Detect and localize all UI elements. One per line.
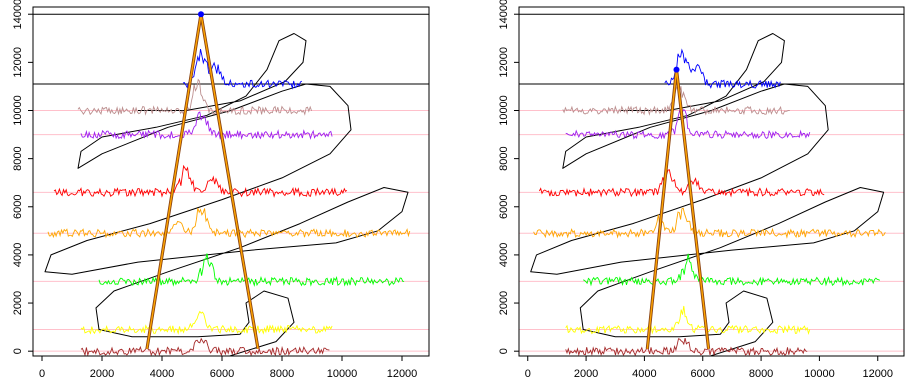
spectrum-trace — [77, 78, 313, 116]
x-tick-label: 2000 — [90, 368, 114, 380]
y-tick-label: 12000 — [498, 47, 510, 78]
x-tick-label: 4000 — [150, 368, 174, 380]
y-tick-label: 8000 — [498, 146, 510, 170]
spectrum-trace — [565, 337, 808, 356]
spectrum-trace — [53, 164, 348, 198]
x-tick-label: 6000 — [691, 368, 715, 380]
apex-point — [198, 11, 204, 18]
spiral-path — [530, 33, 885, 356]
x-tick-label: 10000 — [327, 368, 358, 380]
y-tick-label: 10000 — [12, 95, 24, 126]
x-tick-label: 12000 — [862, 368, 893, 380]
y-tick-label: 14000 — [498, 0, 510, 30]
x-tick-label: 6000 — [210, 368, 234, 380]
right-plot-panel: 0 2000 4000 6000 8000 10000 12000 0 2000 4000 6000… — [498, 0, 905, 380]
x-tick-label: 0 — [525, 368, 531, 380]
triangle-highlight — [146, 14, 259, 349]
spectrum-trace — [80, 337, 330, 356]
x-tick-label: 4000 — [632, 368, 656, 380]
x-tick-label: 8000 — [270, 368, 294, 380]
spectrum-trace — [565, 305, 811, 336]
plot-area — [519, 13, 904, 356]
plot-frame — [518, 6, 905, 357]
spectrum-trace — [80, 111, 333, 141]
y-tick-label: 0 — [498, 348, 510, 354]
spectrum-trace — [562, 85, 790, 116]
spectrum-trace — [583, 253, 880, 287]
triangle-outline — [145, 13, 260, 350]
x-tick-label: 2000 — [574, 368, 598, 380]
y-tick-label: 10000 — [498, 95, 510, 126]
x-tick-label: 10000 — [804, 368, 835, 380]
plot-area — [33, 11, 429, 356]
spiral-path — [44, 33, 409, 356]
x-tick-label: 8000 — [749, 368, 773, 380]
plot-frame — [32, 6, 430, 357]
spectrum-trace — [539, 169, 825, 198]
spectrum-trace — [47, 207, 411, 239]
y-tick-label: 12000 — [12, 47, 24, 78]
left-plot-panel: 0 2000 4000 6000 8000 10000 12000 0 2000 4000 6000… — [12, 0, 430, 380]
spectrum-trace — [565, 108, 811, 140]
x-tick-label: 0 — [39, 368, 45, 380]
y-tick-label: 4000 — [12, 243, 24, 267]
spectrum-trace — [98, 253, 405, 287]
y-tick-label: 2000 — [498, 291, 510, 315]
y-tick-label: 0 — [12, 348, 24, 354]
spectrum-trace — [533, 207, 886, 239]
spectrum-trace — [182, 49, 303, 90]
y-tick-label: 6000 — [498, 195, 510, 219]
y-tick-label: 14000 — [12, 0, 24, 30]
y-tick-label: 8000 — [12, 146, 24, 170]
spectrum-trace — [664, 48, 781, 89]
apex-point — [673, 66, 680, 73]
spectrum-trace — [80, 310, 333, 335]
y-tick-label: 6000 — [12, 195, 24, 219]
y-tick-label: 4000 — [498, 243, 510, 267]
y-tick-label: 2000 — [12, 291, 24, 315]
x-tick-label: 12000 — [387, 368, 418, 380]
